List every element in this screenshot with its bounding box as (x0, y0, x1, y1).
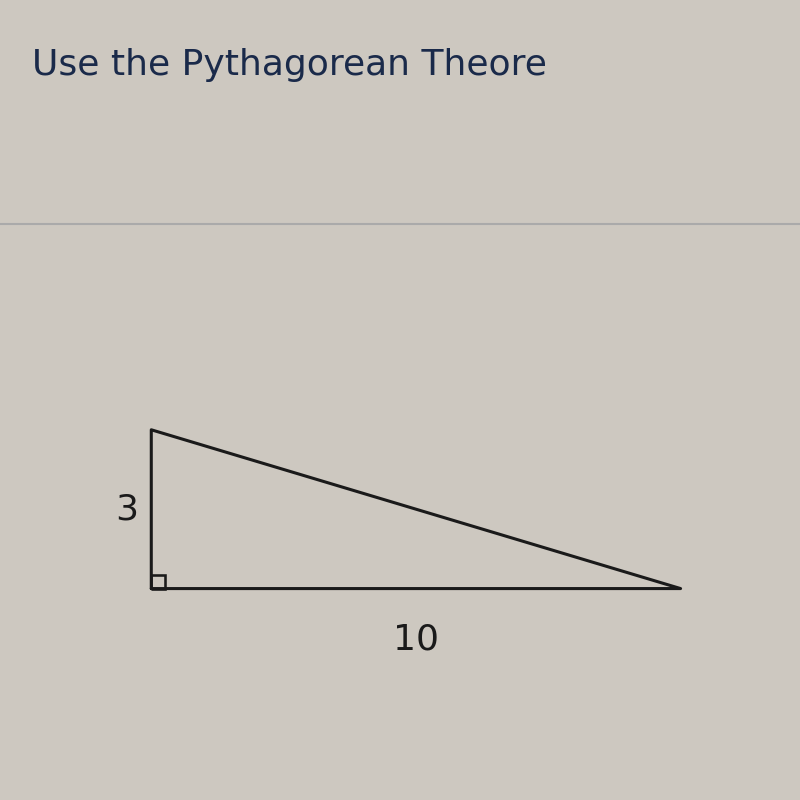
Text: 3: 3 (115, 492, 138, 526)
Text: 10: 10 (393, 623, 439, 657)
Text: Use the Pythagorean Theore: Use the Pythagorean Theore (32, 48, 547, 82)
